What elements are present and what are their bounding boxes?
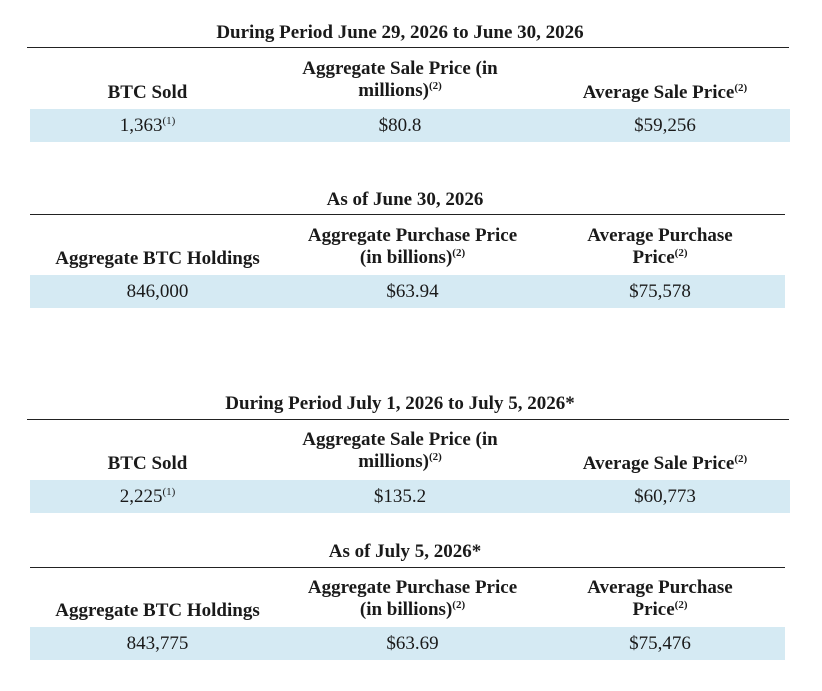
section-4-aggregate-btc-holdings-value: 843,775 [126,633,189,654]
section-4-col-aggregate-purchase-price-header: Aggregate Purchase Price (in billions)(2… [285,577,540,621]
section-4-col-aggregate-btc-holdings-header: Aggregate BTC Holdings [30,600,285,622]
section-4-average-purchase-price-value: $75,476 [629,633,691,654]
header-label: Average Sale Price [582,453,735,474]
footnote-ref: (2) [428,451,442,463]
cell-value: 2,225 [119,486,163,507]
section-2-col-aggregate-btc-holdings-header: Aggregate BTC Holdings [30,248,285,270]
section-4-col-average-purchase-price-header: Average Purchase Price(2) [545,577,775,621]
section-1-col-btc-sold-header: BTC Sold [30,82,265,104]
section-2-aggregate-purchase-price-value: $63.94 [386,281,439,302]
header-line1: Average Purchase [587,225,733,246]
header-line1: Aggregate Purchase Price [307,577,518,598]
header-line1: Average Purchase [587,577,733,598]
header-line2: (in billions) [359,247,453,268]
header-line1: Aggregate Sale Price (in [302,429,498,450]
section-1-rule [27,47,789,48]
header-label: Aggregate BTC Holdings [55,248,260,269]
section-1-aggregate-sale-price-value: $80.8 [378,115,422,136]
header-line2: Price [632,599,675,620]
section-4-rule [30,567,785,568]
section-2-average-purchase-price-value: $75,578 [629,281,691,302]
footnote-ref: (2) [734,453,748,465]
footnote-ref: (2) [674,247,688,259]
section-2-data-row [30,275,785,308]
header-line2: millions) [358,80,429,101]
section-4-aggregate-purchase-price-value: $63.69 [386,633,439,654]
section-3-col-btc-sold-header: BTC Sold [30,453,265,475]
section-1-col-average-sale-price-header: Average Sale Price(2) [545,82,785,104]
footnote-ref: (2) [452,599,466,611]
section-2-rule [30,214,785,215]
footnote-ref: (2) [674,599,688,611]
footnote-ref: (2) [452,247,466,259]
cell-value: 1,363 [119,115,163,136]
section-1-average-sale-price-value: $59,256 [634,115,696,136]
header-line2: millions) [358,451,429,472]
section-3-average-sale-price-value: $60,773 [634,486,696,507]
header-label: BTC Sold [107,453,188,474]
section-3-col-average-sale-price-header: Average Sale Price(2) [545,453,785,475]
section-1-btc-sold-value: 1,363(1) [30,109,265,142]
section-2-col-average-purchase-price-header: Average Purchase Price(2) [545,225,775,269]
section-2-aggregate-btc-holdings-value: 846,000 [126,281,189,302]
section-1-col-aggregate-sale-price-header: Aggregate Sale Price (in millions)(2) [280,58,520,102]
section-4-title: As of July 5, 2026* [328,541,482,562]
section-3-col-aggregate-sale-price-header: Aggregate Sale Price (in millions)(2) [280,429,520,473]
header-line2: Price [632,247,675,268]
section-2-title: As of June 30, 2026 [326,189,484,210]
header-line2: (in billions) [359,599,453,620]
header-label: Aggregate BTC Holdings [55,600,260,621]
footnote-ref: (1) [162,486,176,498]
header-line1: Aggregate Purchase Price [307,225,518,246]
section-4-data-row [30,627,785,660]
section-1-title: During Period June 29, 2026 to June 30, … [216,22,584,43]
header-label: Average Sale Price [582,82,735,103]
section-1-data-row [30,109,790,142]
section-2-col-aggregate-purchase-price-header: Aggregate Purchase Price (in billions)(2… [285,225,540,269]
section-3-aggregate-sale-price-value: $135.2 [373,486,427,507]
footnote-ref: (1) [162,115,176,127]
section-3-title: During Period July 1, 2026 to July 5, 20… [225,393,575,414]
header-label: BTC Sold [107,82,188,103]
section-3-btc-sold-value: 2,225(1) [30,480,265,513]
header-line1: Aggregate Sale Price (in [302,58,498,79]
section-3-rule [27,419,789,420]
footnote-ref: (2) [428,80,442,92]
footnote-ref: (2) [734,82,748,94]
section-3-data-row [30,480,790,513]
